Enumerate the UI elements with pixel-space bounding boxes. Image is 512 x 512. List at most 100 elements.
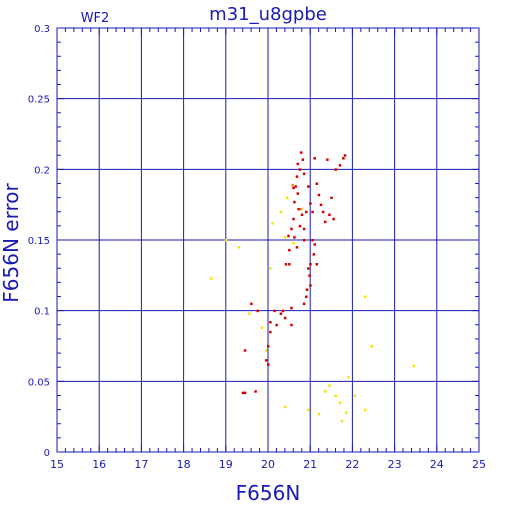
data-point bbox=[340, 419, 344, 423]
data-point bbox=[283, 405, 287, 409]
data-point bbox=[302, 239, 306, 242]
data-point bbox=[281, 309, 285, 313]
data-point bbox=[293, 200, 296, 204]
y-tick-label: 0.1 bbox=[34, 307, 50, 318]
x-tick-label: 17 bbox=[134, 458, 148, 471]
data-point bbox=[298, 224, 302, 228]
x-tick-labels: 15 16 17 18 19 20 21 22 23 24 25 bbox=[50, 458, 486, 471]
x-tick-label: 24 bbox=[430, 458, 444, 471]
data-point bbox=[315, 182, 319, 185]
data-point bbox=[364, 295, 367, 299]
data-point bbox=[290, 323, 293, 327]
x-tick-label: 18 bbox=[177, 458, 191, 471]
data-point bbox=[328, 213, 331, 217]
data-point bbox=[311, 239, 314, 242]
data-point bbox=[288, 248, 291, 252]
data-point bbox=[300, 213, 304, 217]
y-axis-label: F656N error bbox=[0, 183, 23, 303]
chart-subtitle: WF2 bbox=[81, 11, 110, 26]
y-tick-label: 0.25 bbox=[28, 95, 50, 106]
data-point bbox=[292, 217, 295, 221]
data-point bbox=[267, 345, 270, 348]
data-point bbox=[307, 185, 310, 188]
x-tick-label: 15 bbox=[50, 458, 64, 471]
data-point bbox=[224, 239, 228, 242]
data-point bbox=[347, 376, 350, 379]
data-point bbox=[313, 157, 316, 160]
data-point bbox=[292, 186, 295, 190]
data-point bbox=[364, 408, 367, 412]
data-point bbox=[299, 151, 303, 154]
x-tick-label: 19 bbox=[219, 458, 233, 471]
data-point bbox=[279, 312, 283, 315]
data-point bbox=[271, 222, 274, 225]
data-point bbox=[302, 302, 306, 306]
data-point bbox=[295, 175, 299, 178]
data-point bbox=[319, 203, 323, 207]
data-point bbox=[283, 316, 287, 320]
data-point bbox=[308, 274, 311, 277]
data-point bbox=[309, 263, 312, 266]
data-point bbox=[293, 236, 296, 239]
data-point bbox=[241, 391, 245, 395]
data-point bbox=[290, 306, 293, 310]
data-point bbox=[237, 246, 240, 249]
data-point bbox=[302, 172, 306, 176]
data-point bbox=[295, 246, 299, 249]
data-point bbox=[296, 162, 300, 166]
data-point bbox=[298, 168, 302, 171]
chart-title: m31_u8gpbe bbox=[209, 4, 327, 25]
data-point bbox=[307, 408, 310, 412]
data-point bbox=[315, 263, 319, 266]
data-point bbox=[338, 401, 342, 405]
data-point bbox=[412, 364, 416, 368]
data-point bbox=[273, 309, 276, 313]
x-tick-label: 20 bbox=[261, 458, 275, 471]
y-tick-labels: 0 0.05 0.1 0.15 0.2 0.25 0.3 bbox=[28, 24, 50, 459]
grid-lines bbox=[57, 28, 479, 452]
data-point bbox=[294, 185, 297, 188]
data-point bbox=[309, 202, 312, 205]
data-point bbox=[370, 345, 373, 348]
data-point bbox=[267, 363, 270, 366]
data-point bbox=[345, 411, 348, 414]
data-point bbox=[275, 323, 278, 327]
data-point bbox=[260, 326, 264, 330]
data-point bbox=[264, 349, 268, 352]
data-point bbox=[291, 183, 294, 187]
data-points bbox=[210, 151, 416, 423]
data-point bbox=[334, 394, 338, 397]
data-point bbox=[353, 394, 357, 397]
data-point bbox=[301, 158, 305, 161]
data-point bbox=[264, 359, 268, 362]
data-point bbox=[299, 207, 303, 211]
data-point bbox=[290, 227, 293, 231]
x-tick-label: 23 bbox=[388, 458, 402, 471]
data-point bbox=[307, 267, 310, 270]
data-point bbox=[292, 241, 295, 245]
data-point bbox=[210, 277, 213, 280]
y-tick-label: 0 bbox=[44, 448, 50, 459]
y-tick-label: 0.2 bbox=[34, 165, 50, 176]
data-point bbox=[269, 320, 272, 324]
data-point bbox=[284, 263, 288, 266]
data-point bbox=[243, 391, 247, 395]
data-point bbox=[323, 390, 327, 393]
data-point bbox=[332, 217, 335, 221]
data-point bbox=[338, 164, 342, 167]
data-point bbox=[309, 284, 312, 287]
plot-frame bbox=[56, 27, 480, 453]
data-point bbox=[328, 384, 331, 388]
x-tick-label: 16 bbox=[92, 458, 106, 471]
x-tick-label: 22 bbox=[345, 458, 359, 471]
data-point bbox=[304, 295, 308, 299]
data-point bbox=[288, 263, 291, 266]
data-point bbox=[326, 158, 329, 161]
data-point bbox=[311, 210, 314, 214]
data-point bbox=[287, 234, 290, 238]
data-point bbox=[343, 154, 347, 157]
data-point bbox=[269, 330, 272, 334]
y-tick-label: 0.3 bbox=[34, 24, 50, 35]
data-point bbox=[330, 196, 333, 200]
